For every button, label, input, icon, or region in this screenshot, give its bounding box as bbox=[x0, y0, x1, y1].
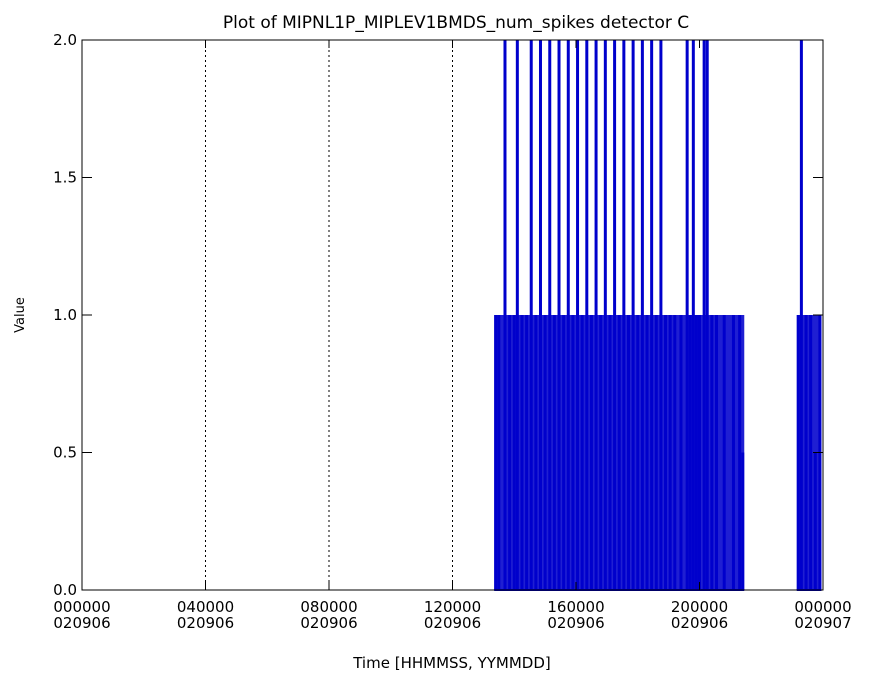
x-axis-label: Time [HHMMSS, YYMMDD] bbox=[352, 654, 551, 672]
x-tick-label-date: 020906 bbox=[671, 614, 728, 632]
y-tick-label: 0.0 bbox=[53, 581, 77, 599]
y-tick-label: 1.0 bbox=[53, 306, 77, 324]
x-tick-label-time: 000000 bbox=[53, 598, 110, 616]
series-line-1 bbox=[797, 40, 821, 590]
x-tick-label-date: 020906 bbox=[177, 614, 234, 632]
axis-ticks: 0000000209060400000209060800000209061200… bbox=[53, 31, 851, 632]
series-line-0 bbox=[495, 40, 744, 590]
x-tick-label-date: 020906 bbox=[300, 614, 357, 632]
x-tick-label-date: 020906 bbox=[424, 614, 481, 632]
x-tick-label-date: 020907 bbox=[794, 614, 851, 632]
y-axis-label: Value bbox=[13, 297, 28, 333]
chart-title: Plot of MIPNL1P_MIPLEV1BMDS_num_spikes d… bbox=[223, 13, 689, 33]
x-tick-label-time: 000000 bbox=[794, 598, 851, 616]
x-tick-label-date: 020906 bbox=[547, 614, 604, 632]
y-tick-label: 1.5 bbox=[53, 169, 77, 187]
x-tick-label-time: 120000 bbox=[424, 598, 481, 616]
reference-lines bbox=[205, 40, 453, 590]
x-tick-label-time: 160000 bbox=[547, 598, 604, 616]
x-tick-label-time: 040000 bbox=[177, 598, 234, 616]
x-tick-label-time: 080000 bbox=[300, 598, 357, 616]
y-tick-label: 0.5 bbox=[53, 444, 77, 462]
x-tick-label-time: 200000 bbox=[671, 598, 728, 616]
x-tick-label-date: 020906 bbox=[53, 614, 110, 632]
data-series bbox=[494, 40, 822, 591]
y-tick-label: 2.0 bbox=[53, 31, 77, 49]
